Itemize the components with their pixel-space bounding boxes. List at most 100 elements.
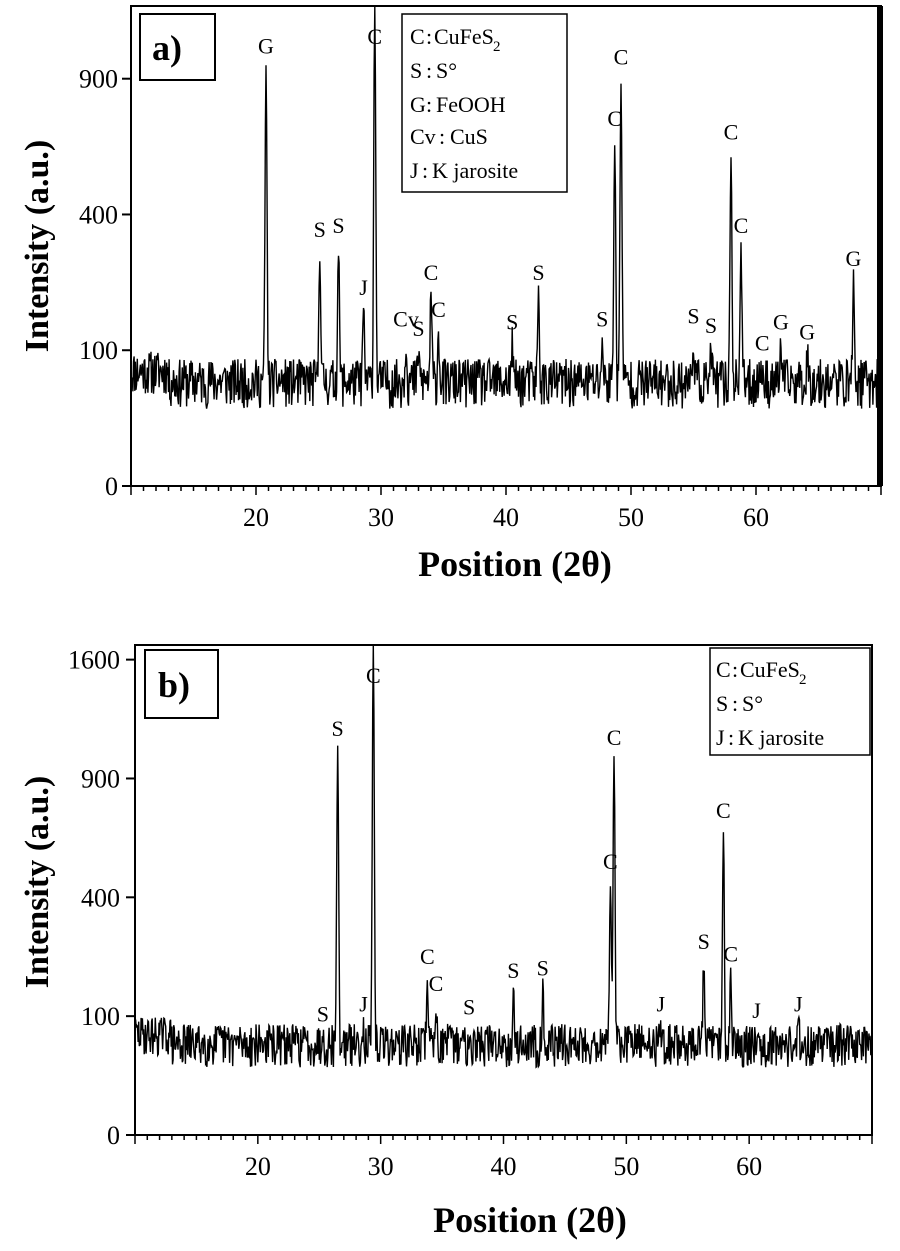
peak-label: Cv bbox=[393, 306, 419, 331]
x-tick-label: 60 bbox=[736, 1152, 762, 1181]
peak-label: S bbox=[412, 316, 424, 341]
legend-a-0-symbol: C bbox=[410, 24, 425, 49]
peak-label: C bbox=[716, 798, 731, 823]
peak-label: C bbox=[607, 725, 622, 750]
peak-label: C bbox=[724, 119, 739, 144]
legend-b-1-phase: S° bbox=[742, 691, 763, 716]
panel-b-tag: b) bbox=[158, 665, 190, 705]
legend-a-0-subscript: 2 bbox=[493, 39, 501, 55]
peak-label: C bbox=[614, 45, 629, 70]
legend-b-1-sep: : bbox=[732, 691, 738, 716]
panel-a-right-edge bbox=[877, 6, 883, 486]
y-tick-label: 400 bbox=[79, 200, 118, 229]
panel-a-y-axis-title: Intensity (a.u.) bbox=[19, 140, 56, 353]
peak-label: C bbox=[420, 944, 435, 969]
peak-label: S bbox=[687, 303, 699, 328]
peak-label: C bbox=[734, 213, 749, 238]
y-tick-label: 900 bbox=[81, 764, 120, 793]
panel-a-legend-box bbox=[401, 13, 568, 193]
xrd-pattern-line bbox=[130, 6, 882, 409]
legend-b-0-sep: : bbox=[732, 657, 738, 682]
x-tick-label: 60 bbox=[743, 503, 769, 532]
peak-label: C bbox=[431, 297, 446, 322]
peak-label: G bbox=[799, 320, 815, 345]
x-tick-label: 30 bbox=[368, 1152, 394, 1181]
x-tick-label: 50 bbox=[618, 503, 644, 532]
panel-b-legend: C : CuFeS 2 S : S° J : K jarosite bbox=[709, 647, 871, 756]
legend-a-2-sep: : bbox=[426, 92, 432, 117]
legend-b-2-phase: K jarosite bbox=[738, 725, 824, 750]
peak-label: C bbox=[723, 942, 738, 967]
y-tick-label: 0 bbox=[105, 472, 118, 501]
x-tick-label: 50 bbox=[613, 1152, 639, 1181]
x-tick-label: 30 bbox=[368, 503, 394, 532]
panel-b-x-axis: 20 30 40 50 60 bbox=[134, 1135, 873, 1181]
peak-label: S bbox=[332, 716, 344, 741]
legend-a-2-symbol: G bbox=[410, 92, 426, 117]
legend-b-1-symbol: S bbox=[716, 691, 728, 716]
peak-label: C bbox=[367, 24, 382, 49]
legend-a-3-phase: CuS bbox=[450, 124, 488, 149]
x-tick-label: 40 bbox=[491, 1152, 517, 1181]
peak-label: S bbox=[537, 955, 549, 980]
panel-a-legend: C : CuFeS 2 S : S° G : FeOOH Cv : CuS J … bbox=[401, 13, 568, 193]
panel-a-x-axis-title: Position (2θ) bbox=[418, 544, 612, 584]
peak-label: S bbox=[314, 217, 326, 242]
peak-label: S bbox=[705, 313, 717, 338]
xrd-pattern-line bbox=[134, 644, 873, 1069]
legend-a-4-symbol: J bbox=[410, 158, 419, 183]
peak-label: S bbox=[332, 213, 344, 238]
peak-label: J bbox=[656, 991, 665, 1016]
y-tick-label: 400 bbox=[81, 883, 120, 912]
panel-b-y-axis: 0 100 400 900 1600 bbox=[68, 646, 135, 1150]
panel-b-trace bbox=[134, 644, 873, 1069]
legend-a-4-sep: : bbox=[422, 158, 428, 183]
panel-a-x-axis: 20 30 40 50 60 bbox=[130, 486, 882, 532]
peak-label: G bbox=[258, 34, 274, 59]
peak-label: S bbox=[532, 260, 544, 285]
legend-a-3-sep: : bbox=[439, 124, 445, 149]
y-tick-label: 0 bbox=[107, 1121, 120, 1150]
panel-a-tag: a) bbox=[152, 28, 182, 68]
peak-label: C bbox=[429, 971, 444, 996]
x-tick-label: 40 bbox=[493, 503, 519, 532]
peak-label: S bbox=[463, 995, 475, 1020]
panel-a-tag-box bbox=[139, 13, 216, 81]
panel-b-tag-box bbox=[144, 649, 219, 719]
x-tick-label: 20 bbox=[243, 503, 269, 532]
legend-a-2-phase: FeOOH bbox=[436, 92, 506, 117]
peak-label: S bbox=[507, 958, 519, 983]
legend-a-3-symbol: Cv bbox=[410, 124, 436, 149]
y-tick-label: 100 bbox=[79, 336, 118, 365]
legend-a-0-phase: CuFeS bbox=[434, 24, 494, 49]
legend-a-0-sep: : bbox=[426, 24, 432, 49]
legend-b-2-symbol: J bbox=[716, 725, 725, 750]
peak-label: G bbox=[846, 246, 862, 271]
peak-label: S bbox=[506, 310, 518, 335]
peak-label: J bbox=[752, 998, 761, 1023]
legend-b-0-subscript: 2 bbox=[799, 672, 807, 688]
y-tick-label: 100 bbox=[81, 1002, 120, 1031]
peak-label: C bbox=[755, 331, 770, 356]
peak-label: J bbox=[359, 991, 368, 1016]
legend-a-1-symbol: S bbox=[410, 58, 422, 83]
legend-b-0-phase: CuFeS bbox=[740, 657, 800, 682]
peak-label: C bbox=[603, 849, 618, 874]
peak-label: S bbox=[698, 929, 710, 954]
legend-b-2-sep: : bbox=[728, 725, 734, 750]
peak-label: C bbox=[424, 260, 439, 285]
peak-label: S bbox=[317, 1002, 329, 1027]
legend-b-0-symbol: C bbox=[716, 657, 731, 682]
panel-a-y-axis: 0 100 400 900 bbox=[79, 65, 131, 501]
peak-label: J bbox=[794, 991, 803, 1016]
peak-label: J bbox=[359, 275, 368, 300]
panel-b-y-axis-title: Intensity (a.u.) bbox=[19, 776, 56, 989]
x-tick-label: 20 bbox=[245, 1152, 271, 1181]
peak-label: S bbox=[596, 306, 608, 331]
y-tick-label: 1600 bbox=[68, 646, 120, 675]
